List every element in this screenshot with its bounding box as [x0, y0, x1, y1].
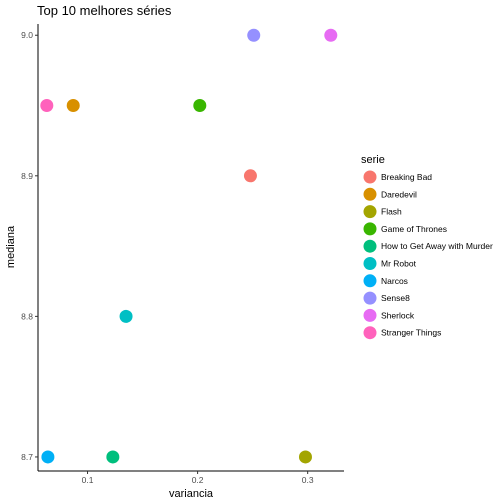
legend-key-game-of-thrones: [363, 222, 377, 236]
point-sherlock: [324, 28, 338, 42]
legend-label-daredevil: Daredevil: [381, 189, 417, 199]
legend-key-how-to-get-away-with-murder: [363, 239, 377, 253]
legend-label-flash: Flash: [381, 207, 402, 217]
legend-label-stranger-things: Stranger Things: [381, 328, 441, 338]
point-game-of-thrones: [193, 99, 207, 113]
y-axis-title: mediana: [5, 225, 17, 268]
legend-label-breaking-bad: Breaking Bad: [381, 172, 432, 182]
legend-key-narcos: [363, 274, 377, 288]
point-how-to-get-away-with-murder: [106, 450, 120, 464]
legend-key-breaking-bad: [363, 170, 377, 184]
legend-key-sherlock: [363, 308, 377, 322]
point-daredevil: [66, 99, 80, 113]
point-breaking-bad: [243, 169, 257, 183]
legend-key-sense8: [363, 291, 377, 305]
chart-title: Top 10 melhores séries: [37, 3, 172, 18]
point-stranger-things: [40, 99, 54, 113]
x-tick-label: 0.2: [192, 475, 204, 485]
legend-key-flash: [363, 205, 377, 219]
y-tick-label: 8.9: [21, 171, 33, 181]
axes: [37, 24, 344, 472]
point-mr-robot: [119, 309, 133, 323]
y-tick-label: 9.0: [21, 30, 33, 40]
legend-label-sense8: Sense8: [381, 293, 410, 303]
legend-label-sherlock: Sherlock: [381, 310, 415, 320]
x-axis-title: variancia: [169, 488, 214, 500]
x-tick-label: 0.3: [302, 475, 314, 485]
y-ticks: 8.7 8.8 8.9 9.0: [21, 30, 38, 462]
y-tick-label: 8.7: [21, 452, 33, 462]
x-tick-label: 0.1: [82, 475, 94, 485]
legend-label-narcos: Narcos: [381, 276, 408, 286]
legend-label-mr-robot: Mr Robot: [381, 259, 417, 269]
legend-label-how-to-get-away-with-murder: How to Get Away with Murder: [381, 241, 493, 251]
y-tick-label: 8.8: [21, 311, 33, 321]
data-points: [40, 28, 338, 464]
point-narcos: [41, 450, 55, 464]
legend: serie Breaking Bad Daredevil Flash Game of …: [361, 154, 493, 340]
legend-label-game-of-thrones: Game of Thrones: [381, 224, 447, 234]
legend-key-stranger-things: [363, 326, 377, 340]
x-ticks: 0.1 0.2 0.3: [82, 471, 314, 485]
point-sense8: [247, 28, 261, 42]
legend-key-mr-robot: [363, 257, 377, 270]
legend-title: serie: [361, 154, 385, 166]
legend-key-daredevil: [363, 187, 377, 201]
point-flash: [298, 450, 312, 464]
